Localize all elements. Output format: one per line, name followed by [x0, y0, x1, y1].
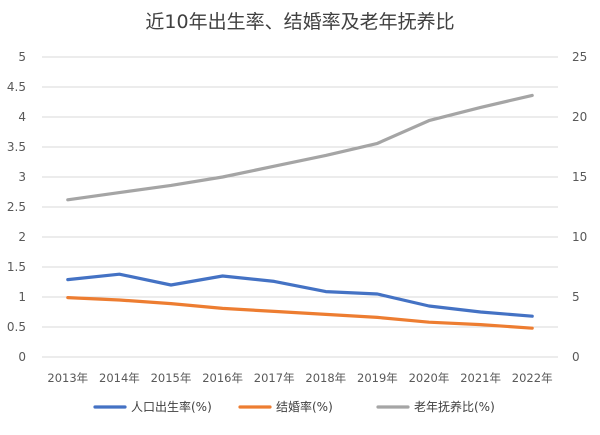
x-tick-label: 2016年: [202, 371, 243, 385]
legend-label: 结婚率(%): [276, 399, 333, 414]
chart-title: 近10年出生率、结婚率及老年抚养比: [145, 11, 454, 33]
series-line: [66, 272, 534, 318]
series-lines: [66, 93, 534, 330]
right-tick-label: 5: [572, 290, 580, 304]
left-tick-label: 3.5: [7, 140, 26, 154]
series-line: [66, 93, 534, 202]
right-tick-label: 20: [572, 110, 587, 124]
gridlines: [42, 56, 558, 358]
right-axis-ticks: 0 5 10 15 20 25: [572, 50, 587, 364]
left-tick-label: 2.5: [7, 200, 26, 214]
x-tick-label: 2018年: [305, 371, 346, 385]
left-tick-label: 0: [18, 350, 26, 364]
left-tick-label: 5: [18, 50, 26, 64]
series-line: [66, 296, 534, 330]
x-axis-ticks: 2013年 2014年 2015年 2016年 2017年 2018年 2019年 2020年…: [47, 371, 552, 385]
left-tick-label: 4: [18, 110, 26, 124]
x-tick-label: 2021年: [460, 371, 501, 385]
x-tick-label: 2019年: [357, 371, 398, 385]
right-tick-label: 25: [572, 50, 587, 64]
left-tick-label: 1: [18, 290, 26, 304]
left-tick-label: 4.5: [7, 80, 26, 94]
left-tick-label: 2: [18, 230, 26, 244]
x-tick-label: 2013年: [47, 371, 88, 385]
legend: 人口出生率(%) 结婚率(%) 老年抚养比(%): [93, 399, 495, 414]
right-tick-label: 10: [572, 230, 587, 244]
legend-label: 人口出生率(%): [131, 399, 212, 414]
x-tick-label: 2022年: [512, 371, 553, 385]
left-tick-label: 0.5: [7, 320, 26, 334]
x-tick-label: 2015年: [151, 371, 192, 385]
right-tick-label: 15: [572, 170, 587, 184]
x-tick-label: 2020年: [409, 371, 450, 385]
right-tick-label: 0: [572, 350, 580, 364]
x-tick-label: 2017年: [254, 371, 295, 385]
left-axis-ticks: 0 0.5 1 1.5 2 2.5 3 3.5 4 4.5 5: [7, 50, 26, 364]
legend-label: 老年抚养比(%): [414, 399, 495, 414]
left-tick-label: 3: [18, 170, 26, 184]
left-tick-label: 1.5: [7, 260, 26, 274]
x-tick-label: 2014年: [99, 371, 140, 385]
